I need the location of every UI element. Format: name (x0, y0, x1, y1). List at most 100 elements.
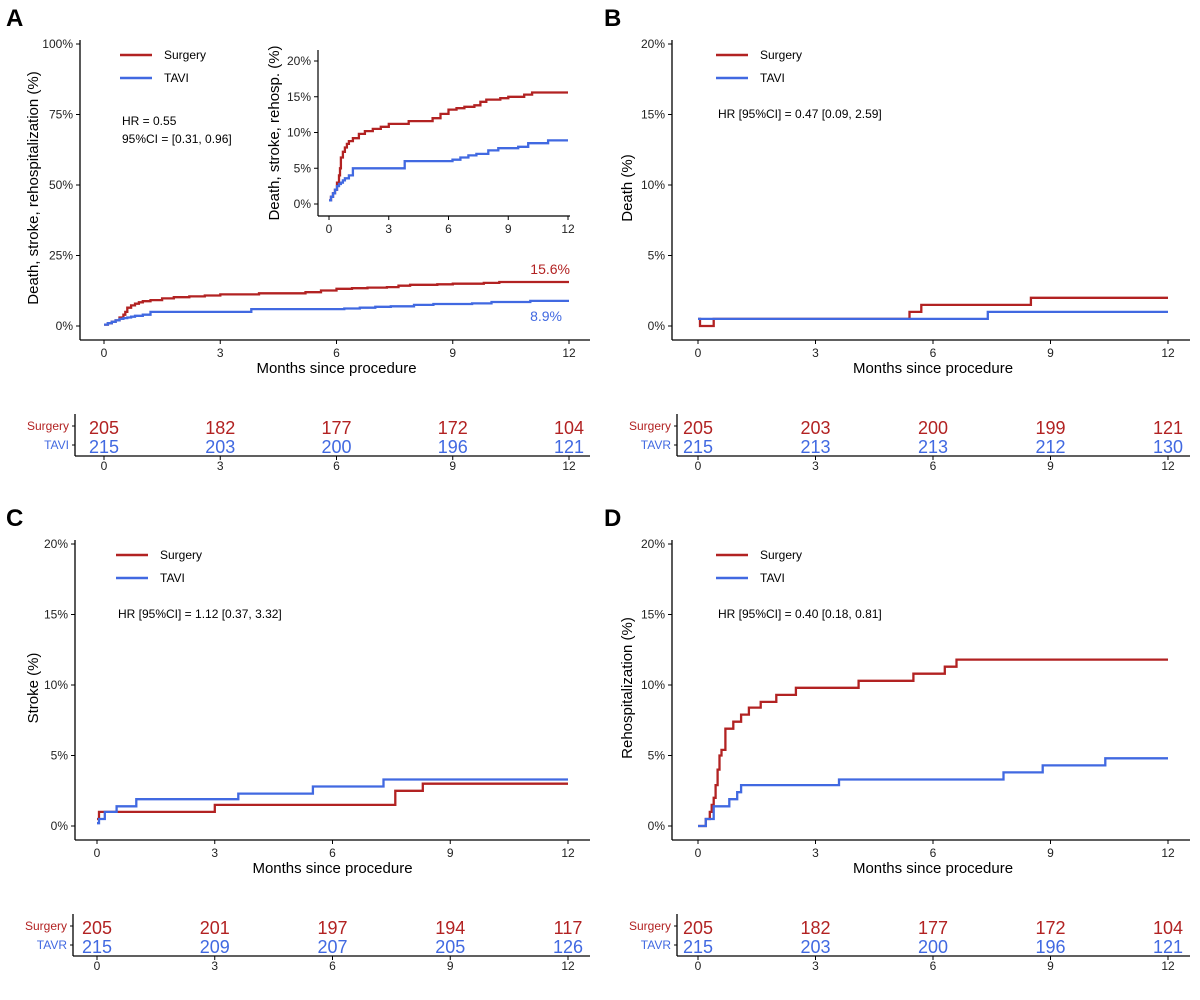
x-tick-label: 9 (1047, 346, 1054, 360)
risk-count-surgery: 199 (1035, 418, 1065, 438)
risk-x-tick-label: 6 (333, 459, 340, 473)
risk-count-surgery: 205 (683, 418, 713, 438)
legend-label-tavi: TAVI (160, 571, 185, 585)
risk-row-label-tavi: TAVR (641, 438, 672, 452)
risk-table: Surgery 205 201 197 194 117 TAVR 215 209 207 205 12… (25, 914, 590, 973)
inset-y-tick-label: 15% (287, 90, 311, 104)
panel-c: C 0% 5% 10% 15% 20% 0 3 6 9 12 Months since procedu… (6, 505, 590, 973)
risk-count-surgery: 205 (683, 918, 713, 938)
risk-count-tavi: 126 (553, 937, 583, 957)
risk-x-tick-label: 12 (1161, 959, 1175, 973)
risk-count-surgery: 205 (82, 918, 112, 938)
y-tick-label: 20% (641, 537, 665, 551)
km-curve-surgery (97, 782, 568, 821)
inset-y-tick-label: 5% (294, 161, 312, 175)
inset-y-tick-label: 10% (287, 126, 311, 140)
risk-count-surgery: 172 (1035, 918, 1065, 938)
x-tick-label: 6 (930, 846, 937, 860)
risk-count-surgery: 117 (554, 918, 583, 938)
risk-count-surgery: 104 (554, 418, 584, 438)
y-tick-label: 0% (648, 819, 666, 833)
risk-x-tick-label: 0 (695, 959, 702, 973)
panel-a: A 0% 25% 50% 75% 100% 0 3 6 9 12 Months since proce… (6, 5, 590, 473)
risk-count-tavi: 196 (1035, 937, 1065, 957)
y-tick-label: 15% (641, 608, 665, 622)
x-tick-label: 6 (329, 846, 336, 860)
risk-count-tavi: 215 (683, 937, 713, 957)
risk-count-tavi: 121 (1153, 937, 1183, 957)
inset-x-tick-label: 6 (445, 222, 452, 236)
risk-count-tavi: 215 (82, 937, 112, 957)
risk-count-tavi: 203 (800, 937, 830, 957)
end-label-tavi: 8.9% (530, 308, 562, 324)
risk-count-tavi: 200 (918, 937, 948, 957)
risk-table: Surgery 205 182 177 172 104 TAVR 215 203 200 196 12… (629, 914, 1190, 973)
risk-x-tick-label: 12 (562, 459, 576, 473)
risk-x-tick-label: 6 (329, 959, 336, 973)
y-tick-label: 50% (49, 178, 73, 192)
risk-count-surgery: 200 (918, 418, 948, 438)
y-tick-label: 0% (56, 319, 74, 333)
x-tick-label: 9 (449, 346, 456, 360)
risk-count-tavi: 200 (321, 437, 351, 457)
inset-km-curve-surgery (329, 91, 568, 202)
y-tick-label: 5% (51, 749, 69, 763)
risk-x-tick-label: 9 (447, 959, 454, 973)
risk-table: Surgery 205 182 177 172 104 TAVI 215 203 200 196 12… (27, 414, 590, 473)
risk-count-tavi: 205 (435, 937, 465, 957)
risk-count-tavi: 209 (200, 937, 230, 957)
risk-x-tick-label: 9 (1047, 459, 1054, 473)
risk-row-label-tavi: TAVR (37, 938, 68, 952)
inset-chart: 0% 5% 10% 15% 20% 0 3 6 9 12 Death, stroke, rehosp… (266, 45, 575, 236)
risk-count-surgery: 177 (321, 418, 351, 438)
panel-d: D 0% 5% 10% 15% 20% 0 3 6 9 12 Months since procedu… (604, 505, 1190, 973)
y-axis-title: Death, stroke, rehospitalization (%) (25, 71, 42, 304)
inset-x-tick-label: 3 (385, 222, 392, 236)
y-axis-title: Stroke (%) (25, 653, 42, 724)
x-axis-title: Months since procedure (853, 360, 1013, 377)
x-axis-title: Months since procedure (853, 860, 1013, 877)
risk-count-surgery: 182 (205, 418, 235, 438)
risk-x-tick-label: 0 (94, 959, 101, 973)
x-tick-label: 12 (1161, 846, 1175, 860)
risk-count-tavi: 207 (317, 937, 347, 957)
risk-count-tavi: 215 (683, 437, 713, 457)
inset-x-tick-label: 12 (561, 222, 575, 236)
x-tick-label: 6 (333, 346, 340, 360)
x-tick-label: 12 (1161, 346, 1175, 360)
risk-row-label-surgery: Surgery (27, 419, 69, 433)
risk-x-tick-label: 3 (812, 459, 819, 473)
x-axis-title: Months since procedure (252, 860, 412, 877)
x-tick-label: 6 (930, 346, 937, 360)
y-tick-label: 15% (641, 108, 665, 122)
risk-x-tick-label: 3 (211, 959, 218, 973)
risk-count-tavi: 196 (438, 437, 468, 457)
risk-x-tick-label: 3 (812, 959, 819, 973)
inset-y-tick-label: 20% (287, 54, 311, 68)
hr-annotation: HR [95%CI] = 0.47 [0.09, 2.59] (718, 107, 882, 121)
risk-x-tick-label: 6 (930, 959, 937, 973)
y-tick-label: 10% (44, 678, 68, 692)
inset-y-axis-title: Death, stroke, rehosp. (%) (266, 45, 283, 220)
x-tick-label: 3 (211, 846, 218, 860)
x-tick-label: 9 (447, 846, 454, 860)
risk-count-surgery: 104 (1153, 918, 1183, 938)
hr-annotation: 95%CI = [0.31, 0.96] (122, 132, 232, 146)
legend-label-tavi: TAVI (760, 571, 785, 585)
risk-x-tick-label: 0 (101, 459, 108, 473)
km-curve-surgery (698, 296, 1168, 328)
y-tick-label: 5% (648, 749, 666, 763)
legend-label-surgery: Surgery (164, 48, 206, 62)
panel-letter: B (604, 5, 621, 32)
end-label-surgery: 15.6% (530, 261, 570, 277)
legend-label-tavi: TAVI (760, 71, 785, 85)
risk-table: Surgery 205 203 200 199 121 TAVR 215 213 213 212 13… (629, 414, 1190, 473)
y-tick-label: 15% (44, 608, 68, 622)
hr-annotation: HR [95%CI] = 0.40 [0.18, 0.81] (718, 607, 882, 621)
risk-count-tavi: 215 (89, 437, 119, 457)
risk-x-tick-label: 9 (1047, 959, 1054, 973)
risk-count-surgery: 172 (438, 418, 468, 438)
risk-count-tavi: 203 (205, 437, 235, 457)
y-tick-label: 0% (51, 819, 69, 833)
legend-label-surgery: Surgery (160, 548, 202, 562)
